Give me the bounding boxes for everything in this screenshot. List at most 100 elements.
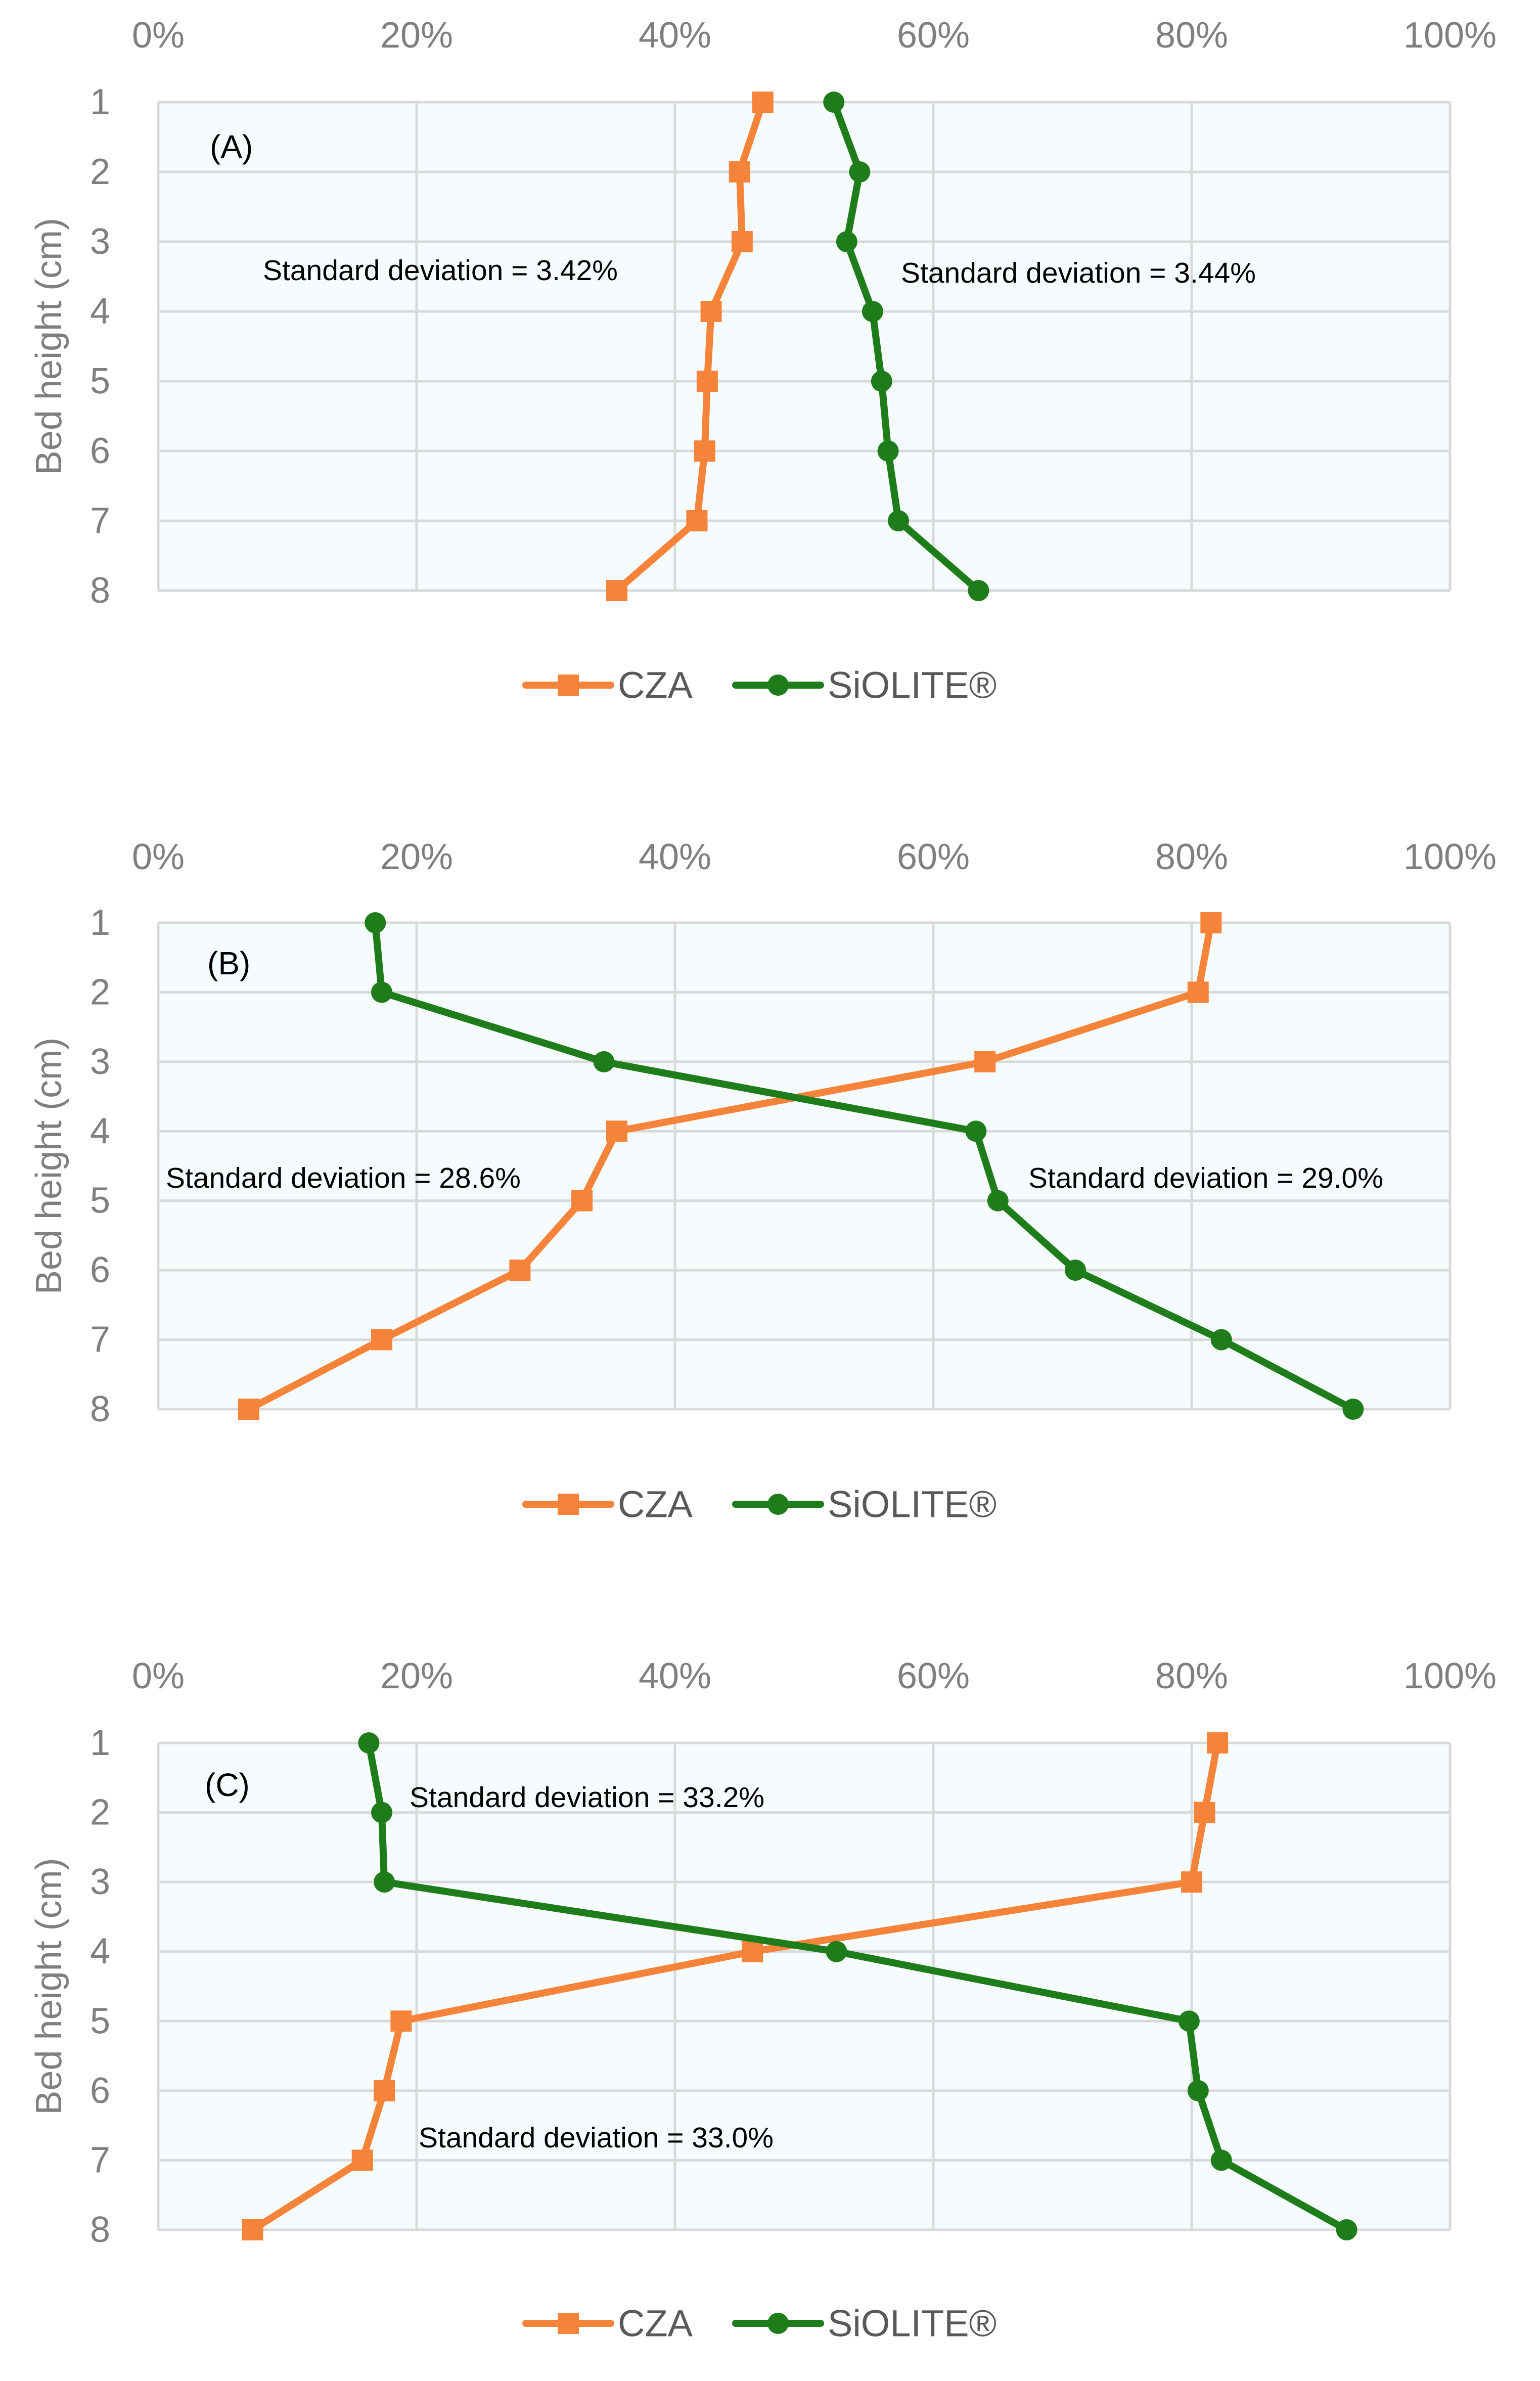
legend-marker [558, 675, 579, 696]
series-line [613, 99, 766, 594]
data-point-marker [593, 1051, 615, 1072]
y-tick-label: 8 [90, 1389, 110, 1429]
x-tick-label: 20% [380, 15, 453, 56]
data-point-marker [390, 2010, 412, 2032]
x-tick-label: 60% [897, 837, 970, 877]
y-axis-title: Bed height (cm) [29, 1038, 69, 1294]
data-point-marker [826, 1941, 847, 1962]
std-dev-annotation: Standard deviation = 29.0% [1028, 1162, 1383, 1194]
data-point-marker [374, 1871, 395, 1893]
data-point-marker [888, 510, 910, 531]
series-line [365, 1739, 1350, 2233]
data-point-marker [606, 580, 628, 601]
plot-area [158, 102, 1450, 591]
data-point-marker [371, 1329, 393, 1351]
legend-label: SiOLITE® [828, 2303, 997, 2345]
legend-label: CZA [618, 2303, 693, 2345]
data-point-marker [862, 301, 883, 322]
data-point-marker [686, 510, 708, 531]
data-point-marker [729, 161, 750, 183]
data-point-marker [371, 1802, 393, 1823]
y-tick-label: 2 [90, 152, 110, 192]
data-point-marker [965, 1120, 987, 1142]
data-point-marker [374, 2080, 395, 2101]
chart-panel-1: 0% 20% 40% 60% 80% 100% 1 2 3 4 5 6 7 8 Bed height (cm… [29, 15, 1497, 706]
series-siolite [823, 92, 989, 601]
x-tick-label: 100% [1403, 15, 1497, 56]
data-point-marker [742, 1941, 763, 1962]
data-point-marker [242, 2219, 263, 2240]
y-tick-label: 6 [90, 2071, 110, 2111]
data-point-marker [509, 1260, 531, 1281]
std-dev-annotation: Standard deviation = 3.44% [901, 257, 1256, 289]
data-point-marker [571, 1190, 593, 1211]
data-point-marker [1336, 2219, 1357, 2240]
legend-label: SiOLITE® [828, 664, 997, 706]
x-tick-label: 40% [639, 1656, 711, 1696]
y-tick-label: 7 [90, 2140, 110, 2180]
data-point-marker [871, 371, 892, 392]
x-tick-label: 40% [639, 15, 711, 56]
x-tick-label: 40% [639, 837, 711, 877]
std-dev-annotation: Standard deviation = 3.42% [263, 254, 618, 287]
std-dev-annotation: Standard deviation = 33.0% [419, 2122, 774, 2154]
y-tick-label: 5 [90, 1181, 110, 1221]
legend-marker [767, 2313, 789, 2334]
y-tick-label: 7 [90, 501, 110, 541]
y-axis-title: Bed height (cm) [29, 218, 69, 475]
y-tick-label: 1 [90, 82, 110, 122]
legend: CZA SiOLITE® [522, 2303, 997, 2345]
data-point-marker [752, 92, 774, 113]
y-tick-label: 6 [90, 1250, 110, 1290]
plot-area [158, 1743, 1450, 2230]
series-siolite [358, 1732, 1357, 2240]
data-point-marker [606, 1120, 628, 1142]
legend-marker [558, 1494, 579, 1515]
legend-marker [558, 2313, 579, 2334]
data-point-marker [968, 580, 989, 601]
legend-entry: CZA [522, 1484, 693, 1525]
data-point-marker [1187, 981, 1209, 1003]
data-point-marker [731, 231, 753, 252]
data-point-marker [371, 981, 393, 1003]
data-point-marker [1210, 1329, 1232, 1351]
data-point-marker [974, 1051, 996, 1072]
chart-panel-2: 0% 20% 40% 60% 80% 100% 1 2 3 4 5 6 7 8 Bed height (cm… [29, 837, 1497, 1525]
data-point-marker [1207, 1732, 1229, 1754]
data-point-marker [1065, 1260, 1086, 1281]
y-tick-label: 5 [90, 361, 110, 401]
legend-entry: SiOLITE® [732, 2303, 997, 2345]
data-point-marker [1187, 2080, 1209, 2101]
x-tick-label: 20% [380, 1656, 453, 1696]
data-point-marker [877, 440, 899, 462]
data-point-marker [1342, 1399, 1364, 1420]
data-point-marker [1181, 1871, 1202, 1893]
panel-label: (A) [210, 128, 253, 165]
x-tick-label: 80% [1155, 837, 1228, 877]
legend-label: CZA [618, 664, 693, 706]
y-tick-label: 2 [90, 1792, 110, 1833]
series-line [830, 99, 982, 594]
panel-label: (C) [205, 1767, 250, 1803]
x-tick-label: 0% [132, 837, 185, 877]
y-tick-label: 5 [90, 2001, 110, 2041]
data-point-marker [1200, 912, 1222, 933]
legend-label: SiOLITE® [828, 1484, 997, 1525]
legend-entry: CZA [522, 664, 693, 706]
x-tick-label: 60% [897, 1656, 970, 1696]
legend-label: CZA [618, 1484, 693, 1525]
legend-marker [767, 1494, 789, 1515]
data-point-marker [358, 1732, 380, 1754]
panel-label: (B) [207, 945, 250, 981]
y-tick-label: 3 [90, 1042, 110, 1082]
y-tick-label: 2 [90, 972, 110, 1012]
x-tick-label: 100% [1403, 1656, 1497, 1696]
y-tick-label: 6 [90, 431, 110, 471]
data-point-marker [849, 161, 871, 183]
data-point-marker [987, 1190, 1009, 1211]
legend: CZA SiOLITE® [522, 1484, 997, 1525]
series-cza [242, 1732, 1229, 2240]
data-point-marker [700, 301, 722, 322]
y-tick-label: 4 [90, 1111, 110, 1151]
